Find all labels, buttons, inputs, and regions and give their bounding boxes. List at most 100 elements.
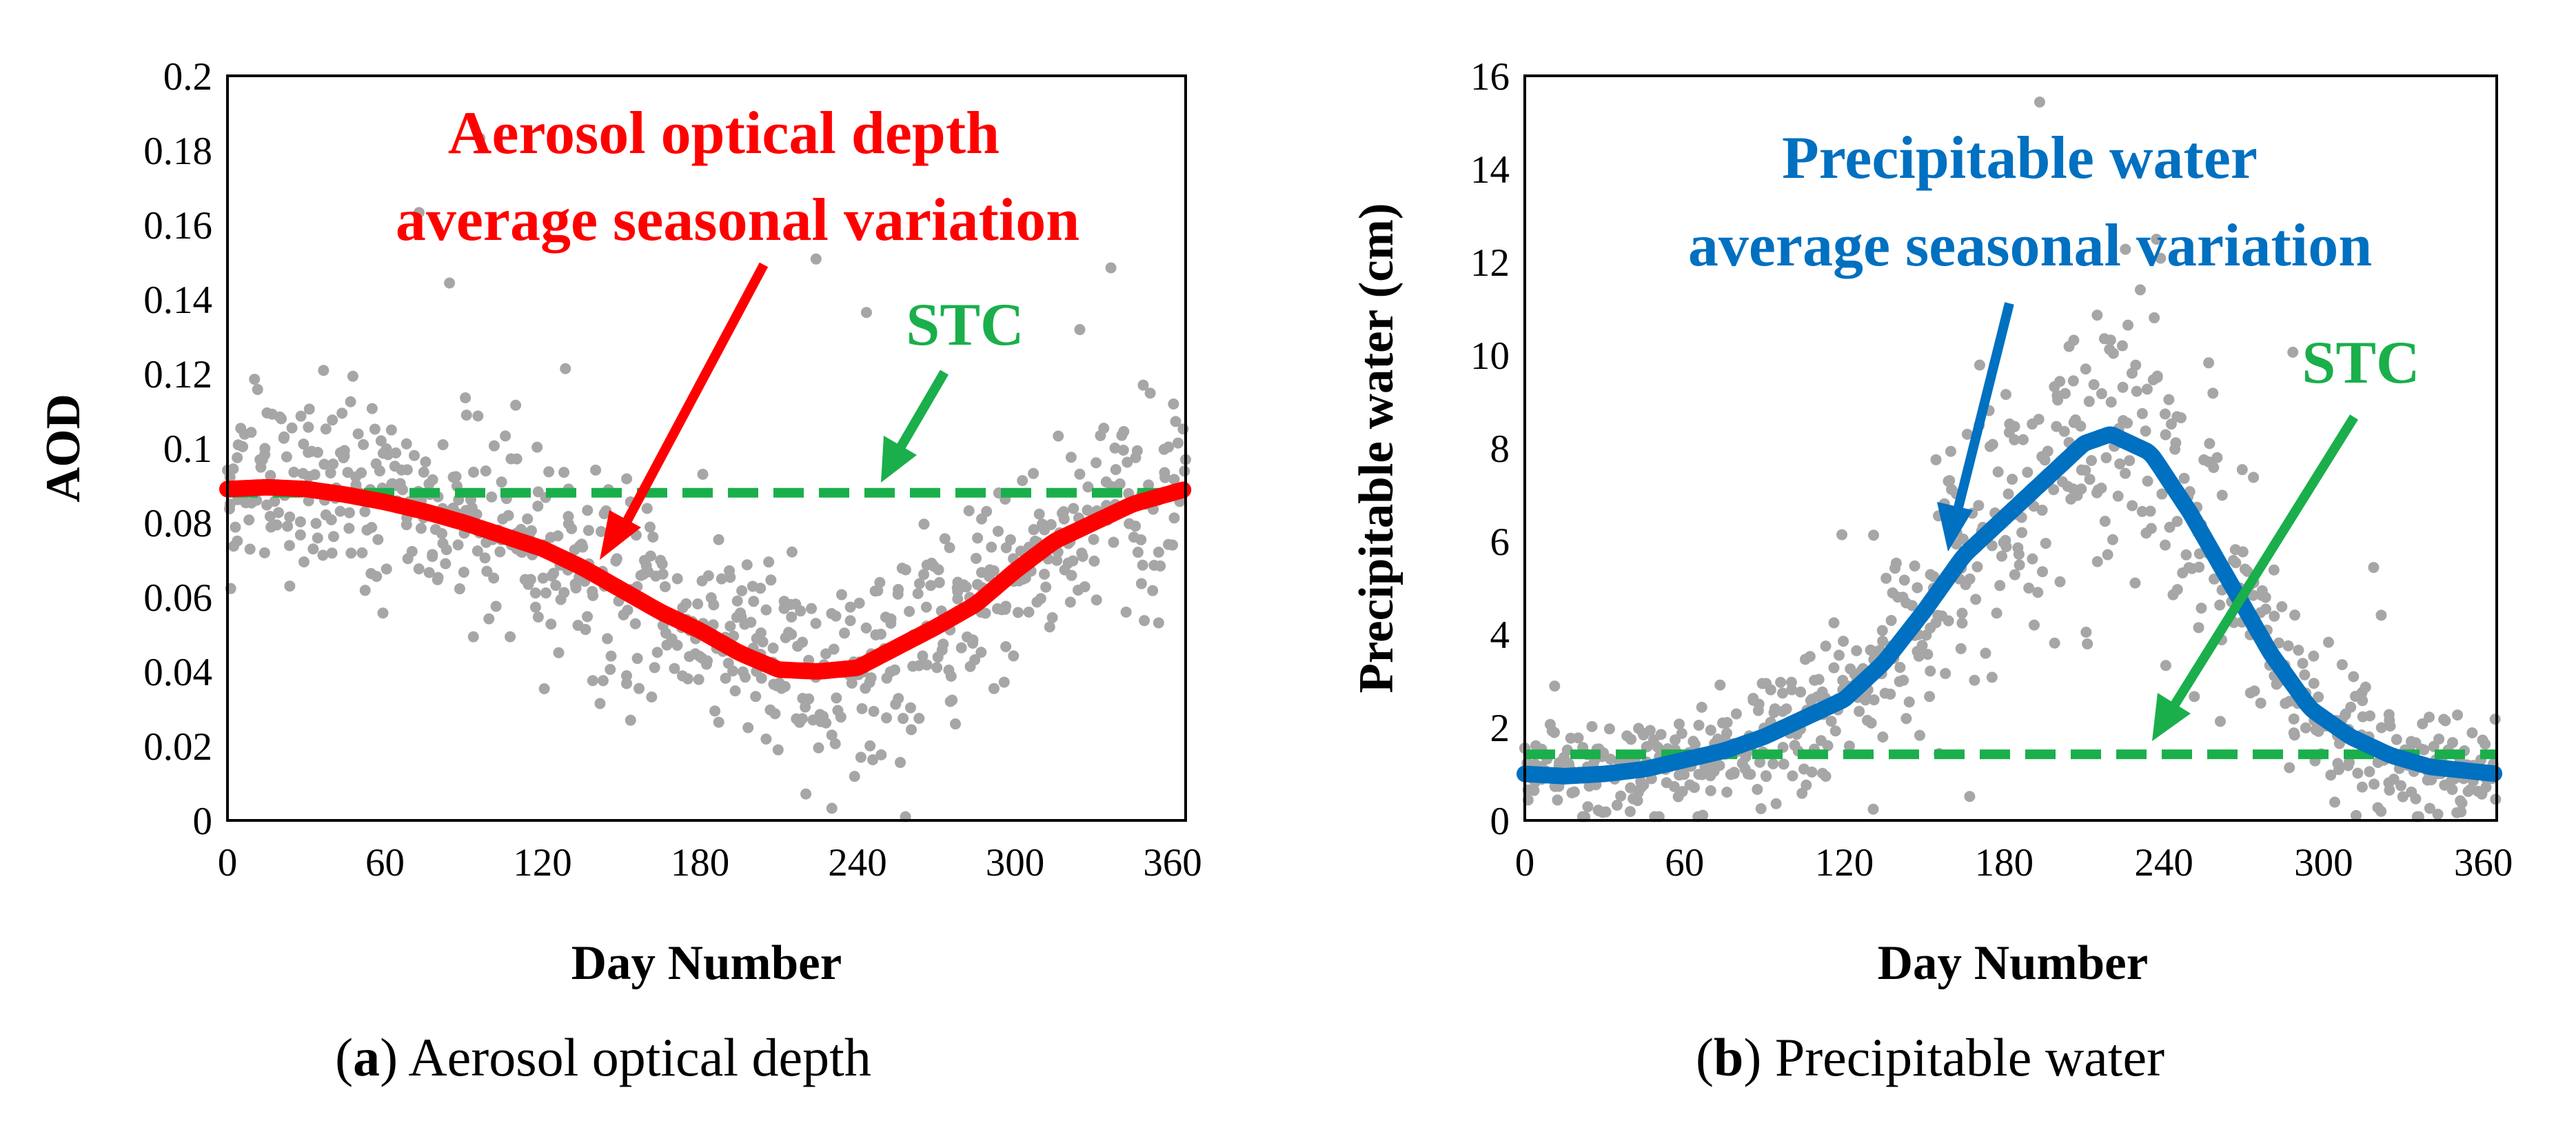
data-point xyxy=(2384,785,2395,796)
data-point xyxy=(1091,594,1102,606)
data-point xyxy=(2432,808,2444,820)
data-point xyxy=(772,744,784,756)
data-point xyxy=(1120,606,1132,618)
data-point xyxy=(931,662,943,674)
data-point xyxy=(317,549,329,561)
y-tick-label: 12 xyxy=(1470,241,1510,285)
data-point xyxy=(1091,457,1102,469)
panel-a: 00.020.040.060.080.10.120.140.160.180.2 … xyxy=(37,55,1202,1087)
data-point xyxy=(2329,796,2341,808)
data-point xyxy=(1098,423,1110,434)
data-point xyxy=(334,505,346,517)
data-point xyxy=(967,634,979,646)
data-point xyxy=(2237,546,2249,558)
data-point xyxy=(760,733,772,745)
data-point xyxy=(1964,573,1976,585)
data-point xyxy=(467,631,479,643)
data-point xyxy=(920,601,932,613)
data-point xyxy=(2160,539,2171,551)
data-point xyxy=(594,698,606,709)
data-point xyxy=(2195,603,2207,614)
data-point xyxy=(933,564,944,576)
data-point xyxy=(1040,581,1052,593)
data-point xyxy=(1000,641,1012,653)
data-point xyxy=(669,663,680,674)
data-point xyxy=(2433,733,2445,745)
data-point xyxy=(356,467,367,478)
data-point xyxy=(1721,786,1733,798)
data-point xyxy=(2236,464,2248,476)
data-point xyxy=(646,691,658,703)
data-point xyxy=(249,374,261,385)
data-point xyxy=(2107,347,2119,359)
data-point xyxy=(1836,529,1848,541)
data-point xyxy=(750,691,762,703)
y-tick-label: 0 xyxy=(193,800,213,843)
data-point xyxy=(2002,488,2014,500)
data-point xyxy=(1153,617,1164,629)
data-point xyxy=(875,628,886,640)
data-point xyxy=(860,307,872,319)
data-point xyxy=(893,584,904,596)
aod-x-ticks: 0 60 120 180 240 300 360 xyxy=(218,841,1202,885)
data-point xyxy=(736,611,747,623)
data-point xyxy=(1088,555,1100,567)
data-point xyxy=(352,428,364,440)
data-point xyxy=(2040,538,2051,549)
data-point xyxy=(622,604,633,616)
data-point xyxy=(537,572,549,584)
data-point xyxy=(2343,756,2355,768)
pw-annotation-arrow xyxy=(1951,302,2014,517)
data-point xyxy=(2054,576,2066,587)
data-point xyxy=(2480,781,2492,793)
data-point xyxy=(2013,549,2025,560)
data-point xyxy=(1153,546,1164,558)
data-point xyxy=(2120,467,2131,479)
data-point xyxy=(1806,766,1818,778)
data-point xyxy=(2260,603,2271,615)
data-point xyxy=(2049,637,2060,649)
data-point xyxy=(2368,562,2380,574)
data-point xyxy=(546,570,558,582)
y-tick-label: 0 xyxy=(1490,800,1510,843)
data-point xyxy=(2114,458,2126,469)
data-point xyxy=(1714,760,1725,771)
y-tick-label: 0.02 xyxy=(143,725,212,769)
data-point xyxy=(560,363,571,374)
pw-annotation-arrowhead xyxy=(1937,502,1973,552)
data-point xyxy=(1752,784,1763,796)
data-point xyxy=(1644,725,1656,736)
data-point xyxy=(1548,727,1560,738)
data-point xyxy=(298,438,310,450)
data-point xyxy=(2479,738,2491,750)
data-point xyxy=(2080,363,2091,375)
data-point xyxy=(820,648,832,660)
data-point xyxy=(1118,425,1130,437)
data-point xyxy=(912,587,924,599)
data-point xyxy=(1922,649,1934,660)
data-point xyxy=(2037,566,2049,578)
data-point xyxy=(2027,553,2038,565)
data-point xyxy=(2023,583,2035,594)
data-point xyxy=(1894,662,1906,674)
data-point xyxy=(480,465,491,477)
data-point xyxy=(505,631,516,643)
data-point xyxy=(1903,696,1915,708)
data-point xyxy=(1058,513,1070,525)
data-point xyxy=(647,531,659,543)
data-point xyxy=(283,540,295,552)
data-point xyxy=(853,597,865,609)
data-point xyxy=(2000,534,2011,546)
data-point xyxy=(631,653,643,665)
data-point xyxy=(2080,627,2092,638)
pw-average-curve xyxy=(1517,426,2503,785)
x-tick-label: 360 xyxy=(2454,841,2513,885)
data-point xyxy=(580,624,591,636)
data-point xyxy=(2268,564,2280,576)
data-point xyxy=(538,683,550,694)
data-point xyxy=(2289,729,2300,741)
data-point xyxy=(969,654,981,666)
data-point xyxy=(2052,394,2064,406)
data-point xyxy=(230,521,241,533)
data-point xyxy=(531,441,543,453)
